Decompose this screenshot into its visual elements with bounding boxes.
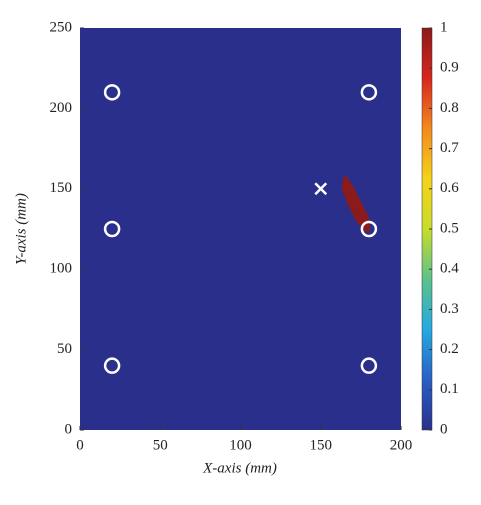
x-tick-label: 150	[310, 437, 333, 453]
x-axis-label: X-axis (mm)	[202, 460, 277, 476]
colorbar-tick-label: 0.5	[440, 220, 459, 236]
colorbar-tick-label: 0.7	[440, 140, 459, 156]
y-tick-label: 100	[50, 261, 73, 277]
y-tick-label: 0	[65, 421, 73, 437]
hotspot	[341, 175, 371, 233]
sensor-marker	[103, 220, 121, 238]
colorbar-tick-label: 0.2	[440, 341, 459, 357]
x-tick-label: 100	[229, 437, 252, 453]
colorbar-tick-label: 0.3	[440, 301, 459, 317]
y-tick-label: 150	[50, 180, 73, 196]
sensor-marker	[103, 84, 121, 101]
sensor-marker	[103, 357, 121, 374]
source-marker	[314, 182, 328, 196]
colorbar-tick-label: 0	[440, 421, 448, 437]
y-axis-label: Y-axis (mm)	[13, 193, 29, 265]
sensor-marker	[360, 84, 378, 101]
x-tick-label: 0	[76, 437, 84, 453]
sensor-marker	[360, 357, 378, 374]
y-tick-label: 250	[50, 19, 73, 35]
colorbar-tick-label: 1	[440, 19, 448, 35]
field	[80, 28, 401, 430]
sensor-marker	[360, 220, 378, 238]
colorbar-tick-label: 0.6	[440, 180, 459, 196]
x-tick-label: 200	[390, 437, 413, 453]
colorbar-tick-label: 0.1	[440, 381, 459, 397]
colorbar-tick-label: 0.8	[440, 100, 459, 116]
colorbar-tick-label: 0.9	[440, 60, 459, 76]
x-tick-label: 50	[153, 437, 168, 453]
y-tick-label: 50	[57, 341, 72, 357]
y-tick-label: 200	[50, 100, 73, 116]
colorbar-tick-label: 0.4	[440, 261, 459, 277]
